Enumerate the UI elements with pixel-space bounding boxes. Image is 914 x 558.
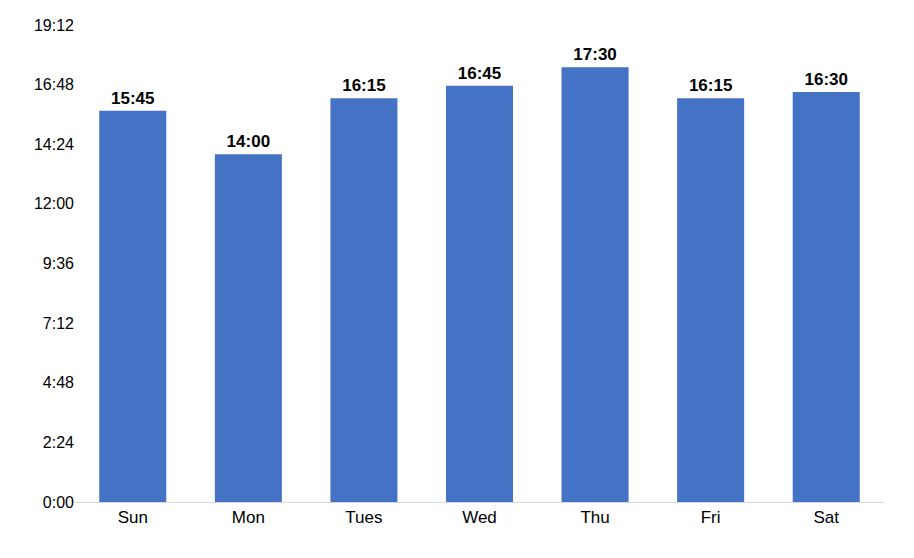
svg-text:2:24: 2:24: [43, 434, 74, 451]
svg-text:15:45: 15:45: [111, 89, 154, 108]
svg-text:9:36: 9:36: [43, 255, 74, 272]
svg-text:4:48: 4:48: [43, 374, 74, 391]
svg-text:Wed: Wed: [462, 508, 497, 527]
svg-text:Tues: Tues: [345, 508, 382, 527]
svg-text:14:00: 14:00: [227, 132, 270, 151]
svg-text:Fri: Fri: [701, 508, 721, 527]
svg-text:14:24: 14:24: [34, 136, 74, 153]
svg-text:Sat: Sat: [813, 508, 839, 527]
svg-text:16:15: 16:15: [689, 76, 732, 95]
svg-text:Thu: Thu: [580, 508, 609, 527]
svg-text:Mon: Mon: [232, 508, 265, 527]
svg-text:7:12: 7:12: [43, 315, 74, 332]
svg-text:0:00: 0:00: [43, 494, 74, 511]
svg-text:16:45: 16:45: [458, 64, 501, 83]
svg-text:19:12: 19:12: [34, 17, 74, 34]
svg-text:16:15: 16:15: [342, 76, 385, 95]
svg-text:17:30: 17:30: [573, 45, 616, 64]
svg-text:16:30: 16:30: [804, 70, 847, 89]
svg-text:16:48: 16:48: [34, 76, 74, 93]
svg-text:Sun: Sun: [118, 508, 148, 527]
svg-text:12:00: 12:00: [34, 195, 74, 212]
